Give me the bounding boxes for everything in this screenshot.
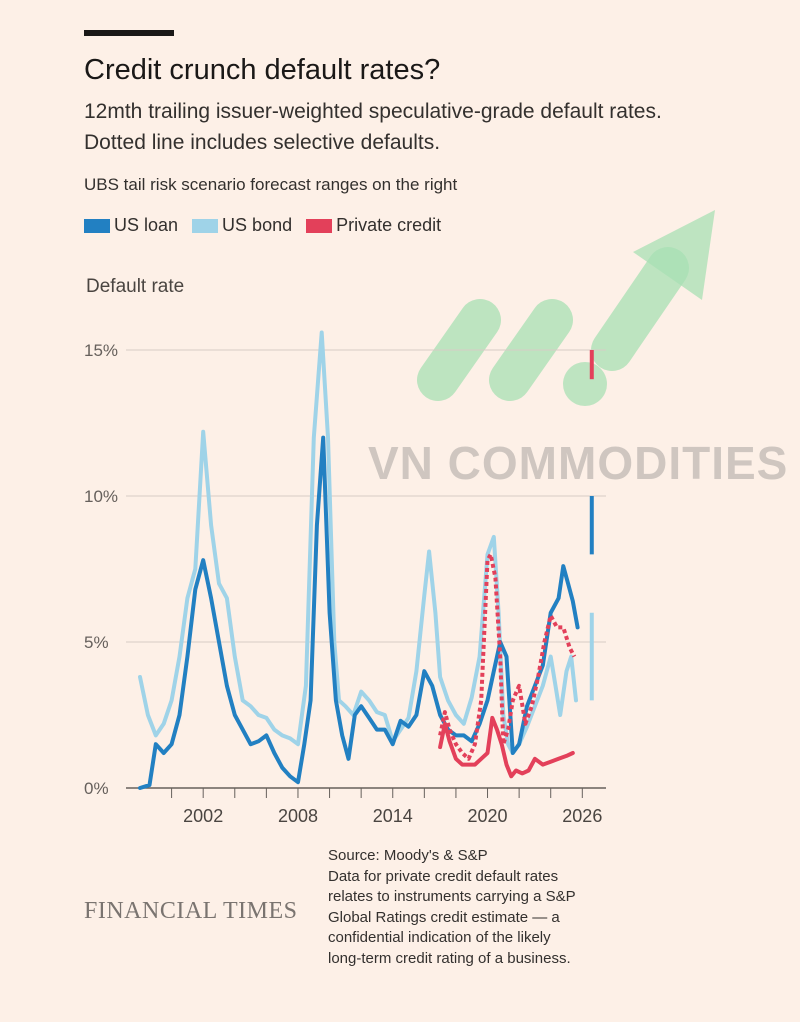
x-tick-label: 2020: [468, 806, 508, 826]
source-note: Source: Moody's & S&P Data for private c…: [328, 846, 628, 969]
y-axis-label: Default rate: [86, 276, 185, 297]
x-tick-label: 2026: [562, 806, 602, 826]
source-line: relates to instruments carrying a S&P: [328, 888, 576, 905]
us-loan-line: [138, 435, 580, 790]
y-tick-label: 5%: [84, 633, 109, 652]
chart-title: Credit crunch default rates?: [84, 54, 441, 86]
private-credit-line: [438, 715, 575, 779]
y-tick-label: 15%: [84, 341, 118, 360]
source-line: long-term credit rating of a business.: [328, 949, 571, 967]
y-tick-label: 0%: [84, 779, 109, 798]
legend-swatch-us-bond: [192, 218, 219, 233]
legend: US loan US bond Private credit: [84, 215, 441, 236]
legend-item-us-bond: US bond: [192, 215, 292, 236]
x-tick-label: 2014: [373, 806, 413, 826]
y-tick-label: 10%: [84, 487, 118, 506]
watermark-dot: [563, 362, 607, 406]
source-line: Data for private credit default rates: [328, 867, 559, 885]
legend-label-us-bond: US bond: [222, 215, 293, 235]
x-tick-label: 2002: [183, 806, 223, 826]
chart-subtitle: 12mth trailing issuer-weighted speculati…: [84, 100, 662, 154]
legend-swatch-us-loan: [84, 218, 110, 233]
source-line: confidential indication of the likely: [328, 929, 551, 946]
legend-label-private-credit: Private credit: [336, 215, 442, 235]
legend-swatch-private-credit: [306, 218, 333, 233]
watermark-text: VN COMMODITIES: [368, 437, 789, 489]
x-tick-label: 2008: [278, 806, 318, 826]
source-line: Source: Moody's & S&P: [328, 847, 488, 864]
legend-item-us-loan: US loan: [84, 215, 178, 236]
title-rule: [84, 30, 174, 36]
forecast-note: UBS tail risk scenario forecast ranges o…: [84, 175, 458, 194]
legend-label-us-loan: US loan: [114, 215, 179, 235]
brand-logo: FINANCIAL TIMES: [84, 898, 298, 924]
legend-item-private-credit: Private credit: [306, 215, 441, 236]
source-line: Global Ratings credit estimate — a: [328, 908, 560, 926]
watermark-arrow-head: [633, 210, 715, 300]
watermark-arrow-shaft: [591, 247, 689, 371]
